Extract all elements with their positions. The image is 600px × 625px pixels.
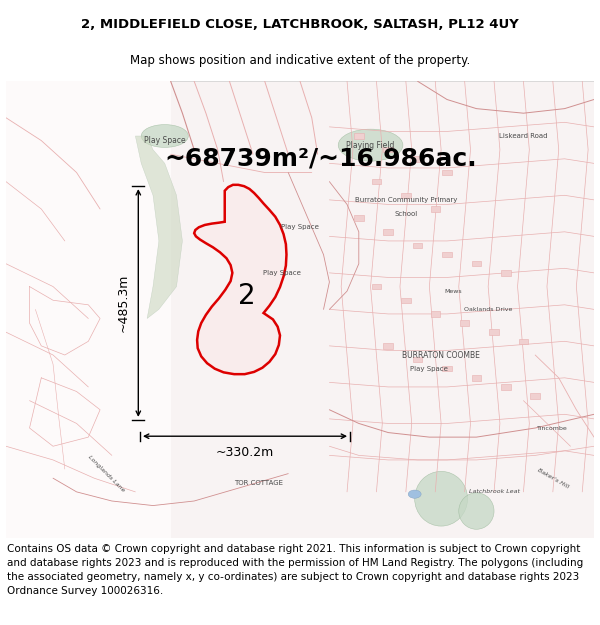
Bar [6, 81, 170, 538]
Text: Map shows position and indicative extent of the property.: Map shows position and indicative extent… [130, 54, 470, 68]
Ellipse shape [459, 492, 494, 529]
Bar [490, 329, 499, 335]
Bar [401, 192, 410, 198]
Text: Oaklands Drive: Oaklands Drive [464, 307, 512, 312]
Bar [354, 216, 364, 221]
Bar [472, 261, 481, 266]
Ellipse shape [415, 471, 467, 526]
Bar [413, 357, 422, 362]
Text: Play Space: Play Space [410, 366, 448, 372]
Text: Burraton Community Primary: Burraton Community Primary [355, 197, 457, 203]
Bar [413, 156, 422, 161]
Bar [501, 270, 511, 276]
Text: 2, MIDDLEFIELD CLOSE, LATCHBROOK, SALTASH, PL12 4UY: 2, MIDDLEFIELD CLOSE, LATCHBROOK, SALTAS… [81, 18, 519, 31]
Bar [383, 147, 393, 152]
Bar [372, 179, 381, 184]
Bar [501, 384, 511, 389]
Ellipse shape [141, 124, 188, 148]
Text: Tincombe: Tincombe [538, 426, 568, 431]
Text: Play Space: Play Space [144, 136, 185, 145]
Text: ~485.3m: ~485.3m [116, 274, 130, 332]
Bar [442, 170, 452, 175]
Text: Liskeard Road: Liskeard Road [499, 133, 548, 139]
Bar [6, 81, 194, 538]
Text: Playing Field: Playing Field [346, 141, 395, 149]
Text: School: School [394, 211, 418, 216]
Polygon shape [194, 185, 286, 374]
Ellipse shape [338, 129, 403, 161]
Polygon shape [136, 136, 182, 319]
Text: TOR COTTAGE: TOR COTTAGE [235, 480, 283, 486]
Bar [460, 321, 469, 326]
Bar [519, 339, 528, 344]
Text: 2: 2 [238, 282, 256, 309]
Bar [431, 311, 440, 317]
Text: Play Space: Play Space [281, 224, 319, 230]
Bar [354, 133, 364, 139]
Text: ~330.2m: ~330.2m [216, 446, 274, 459]
Text: Latchbrook Leat: Latchbrook Leat [469, 489, 520, 494]
Bar [413, 242, 422, 248]
Bar [472, 375, 481, 381]
Text: Mews: Mews [444, 289, 461, 294]
Bar [530, 393, 540, 399]
Bar [372, 284, 381, 289]
Bar [442, 366, 452, 371]
Bar [383, 229, 393, 234]
Text: Baker's Hill: Baker's Hill [536, 468, 569, 489]
Bar [442, 252, 452, 258]
Text: ~68739m²/~16.986ac.: ~68739m²/~16.986ac. [165, 147, 478, 171]
Text: Contains OS data © Crown copyright and database right 2021. This information is : Contains OS data © Crown copyright and d… [7, 544, 583, 596]
Ellipse shape [408, 490, 421, 498]
Bar [431, 206, 440, 212]
Text: Play Space: Play Space [263, 270, 301, 276]
Bar [383, 343, 393, 349]
Text: BURRATON COOMBE: BURRATON COOMBE [402, 351, 480, 359]
Bar [401, 298, 410, 303]
Text: Longlands Lane: Longlands Lane [86, 454, 125, 493]
